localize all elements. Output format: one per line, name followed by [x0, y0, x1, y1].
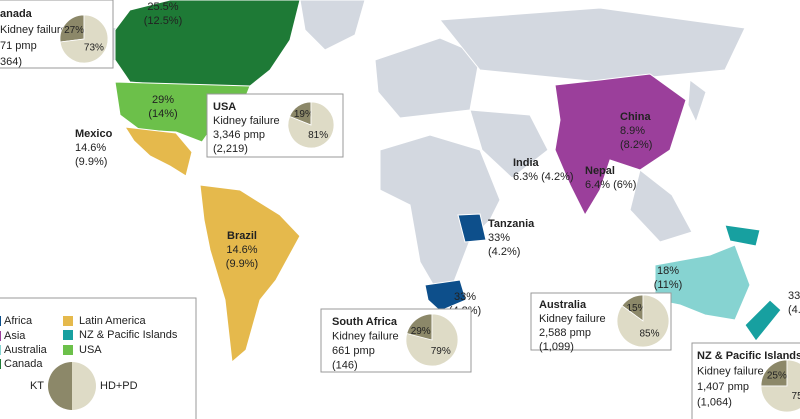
region-name: Nepal — [585, 165, 615, 177]
callout-line: Kidney failure — [697, 365, 764, 377]
callout-line: Kidney failure — [332, 330, 399, 342]
pie-label: 85% — [639, 328, 659, 339]
region-stat: 8.9% — [620, 125, 645, 137]
asia-region — [554, 73, 687, 217]
callout-line: Kidney failure — [213, 115, 280, 127]
region-stat: 33 — [788, 290, 800, 302]
pie-label: 15% — [627, 303, 647, 314]
region-stat: (14%) — [148, 108, 177, 120]
region-name: Brazil — [227, 230, 257, 242]
region-stat: 29% — [152, 94, 174, 106]
legend-label: Canada — [4, 358, 43, 370]
pie-slice — [616, 294, 670, 348]
region-stat: 25.5% — [147, 1, 178, 13]
pie-label: 73% — [84, 42, 104, 53]
callout-line: (146) — [332, 359, 358, 371]
legend-box — [0, 297, 197, 419]
middle-east — [469, 109, 549, 179]
legend-pie-kt — [48, 362, 72, 410]
africa — [379, 134, 501, 307]
pie-label: 79% — [431, 346, 451, 357]
south-america — [199, 184, 301, 363]
legend-swatch — [0, 359, 1, 369]
pie-label: 81% — [308, 130, 328, 141]
legend-swatch — [0, 316, 1, 326]
pie-slice — [760, 359, 800, 413]
legend-label: USA — [79, 344, 102, 356]
legend-label: Africa — [4, 315, 33, 327]
region-stat: (8.2%) — [620, 139, 652, 151]
callout-line: 3,346 pmp — [213, 129, 265, 141]
pie-label: 19% — [294, 109, 314, 120]
legend-swatch — [0, 331, 1, 341]
region-stat: 14.6% — [75, 142, 106, 154]
callout-title: South Africa — [332, 316, 398, 328]
callout-line: (1,064) — [697, 396, 732, 408]
region-name: India — [513, 157, 540, 169]
region-stat: (4. — [788, 304, 800, 316]
callout-title: Australia — [539, 299, 587, 311]
legend-swatch — [63, 330, 73, 340]
callout-line: 71 pmp — [0, 40, 37, 52]
new-zealand — [744, 299, 782, 342]
region-name: Tanzania — [488, 218, 535, 230]
legend-pie-hd — [72, 362, 96, 410]
pie-label: 27% — [64, 25, 84, 36]
region-stat: (9.9%) — [226, 258, 258, 270]
callout-title: USA — [213, 101, 236, 113]
legend-pie-label: KT — [30, 380, 44, 392]
region-name: China — [620, 111, 651, 123]
pie-label: 75 — [792, 391, 800, 402]
pacific-islands — [724, 224, 761, 247]
legend-swatch — [0, 345, 1, 355]
region-name: Mexico — [75, 128, 113, 140]
callout-line: Kidney failure — [0, 24, 67, 36]
callout-line: (2,219) — [213, 143, 248, 155]
callout-line: 661 pmp — [332, 345, 375, 357]
region-stat: 18% — [657, 265, 679, 277]
pie-slice — [405, 313, 459, 367]
legend-label: Australia — [4, 344, 48, 356]
region-stat: (12.5%) — [144, 15, 183, 27]
callout-line: 1,407 pmp — [697, 381, 749, 393]
region-stat: (9.9%) — [75, 156, 107, 168]
southeast-asia — [629, 169, 693, 243]
callout-title: anada — [0, 8, 33, 20]
south-africa — [424, 279, 467, 312]
legend-label: Asia — [4, 330, 26, 342]
region-stat: (11%) — [654, 279, 683, 291]
region-stat: 14.6% — [226, 244, 257, 256]
pie-slice — [59, 14, 109, 64]
legend-swatch — [63, 345, 73, 355]
region-stat: 6.4% (6%) — [585, 179, 636, 191]
region-stat: 33% — [454, 291, 476, 303]
callout-line: Kidney failure — [539, 313, 606, 325]
legend-label: Latin America — [79, 315, 147, 327]
pie-label: 25% — [767, 371, 787, 382]
legend-pie-label: HD+PD — [100, 380, 138, 392]
canada — [114, 0, 301, 87]
region-stat: 6.3% (4.2%) — [513, 171, 574, 183]
pie-slice — [287, 101, 335, 149]
tanzania — [457, 213, 487, 243]
greenland — [299, 0, 366, 51]
land — [89, 0, 746, 307]
callout-title: NZ & Pacific Islands — [697, 350, 800, 362]
legend-swatch — [63, 316, 73, 326]
region-stat: (4.2%) — [488, 246, 520, 258]
callout-line: 364) — [0, 56, 22, 68]
mexico — [124, 126, 193, 177]
russia — [439, 7, 746, 83]
region-stat: 33% — [488, 232, 510, 244]
pie-slice — [760, 359, 788, 387]
legend-label: NZ & Pacific Islands — [79, 329, 178, 341]
callout-line: (1,099) — [539, 341, 574, 353]
pie-slice — [59, 14, 85, 43]
japan — [687, 79, 707, 124]
callout-line: 2,588 pmp — [539, 327, 591, 339]
pie-label: 29% — [411, 326, 431, 337]
